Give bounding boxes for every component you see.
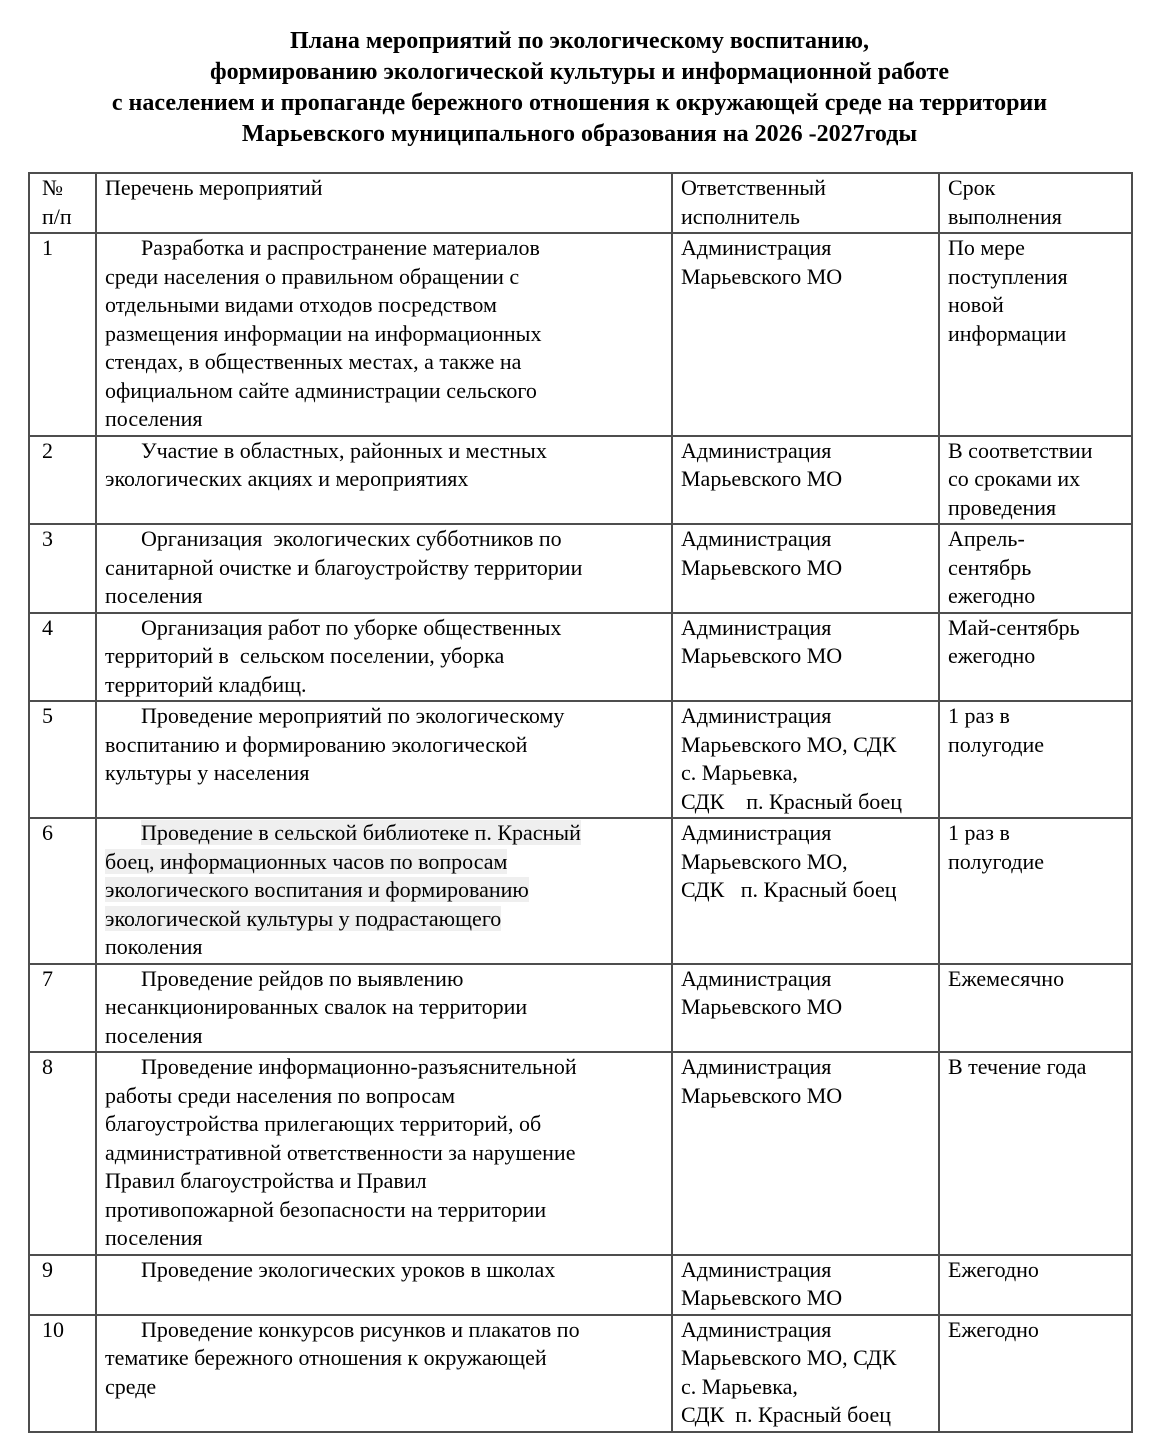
action-plan-table: № п/п Перечень мероприятий Ответственный…	[28, 172, 1133, 1433]
activity-text: Проведение конкурсов рисунков и плакатов…	[105, 1316, 580, 1399]
term-cell: 1 раз в полугодие	[938, 700, 1133, 819]
row-number-cell: 10	[28, 1313, 97, 1433]
activity-text: Проведение экологических уроков в школах	[141, 1256, 556, 1282]
activity-text: Организация экологических субботников по…	[105, 526, 583, 608]
table-row: 5 Проведение мероприятий по экологическом…	[28, 700, 1133, 819]
table-body: 1 Разработка и распространение материалов…	[28, 232, 1133, 1433]
header-term: Срок выполнения	[938, 172, 1133, 234]
activity-cell: Разработка и распространение материалов …	[95, 232, 673, 437]
table-row: 6 Проведение в сельской библиотеке п. Кра…	[28, 817, 1133, 965]
activity-text: Участие в областных, районных и местных …	[105, 437, 547, 492]
term-cell: В течение года	[938, 1051, 1133, 1256]
activity-cell: Проведение конкурсов рисунков и плакатов…	[95, 1313, 673, 1433]
table-row: 3 Организация экологических субботников п…	[28, 523, 1133, 614]
term-cell: Май-сентябрь ежегодно	[938, 611, 1133, 702]
row-number-cell: 5	[28, 700, 97, 819]
title-line-3: с населением и пропаганде бережного отно…	[111, 90, 1048, 116]
term-cell: В соответствии со сроками их проведения	[938, 434, 1133, 525]
row-number-cell: 4	[28, 611, 97, 702]
title-line-4: Марьевского муниципального образования н…	[241, 121, 918, 147]
row-number-cell: 2	[28, 434, 97, 525]
row-number-cell: 1	[28, 232, 97, 437]
activity-cell: Проведение экологических уроков в школах	[95, 1253, 673, 1316]
table-row: 9 Проведение экологических уроков в школа…	[28, 1253, 1133, 1316]
activity-text: Проведение мероприятий по экологическому…	[105, 703, 565, 785]
term-cell: 1 раз в полугодие	[938, 817, 1133, 965]
row-number-cell: 3	[28, 523, 97, 614]
term-cell: Ежегодно	[938, 1253, 1133, 1316]
executor-cell: Администрация Марьевского МО, СДК п. Кра…	[671, 817, 940, 965]
executor-cell: Администрация Марьевского МО	[671, 962, 940, 1053]
row-number-cell: 8	[28, 1051, 97, 1256]
executor-cell: Администрация Марьевского МО	[671, 232, 940, 437]
term-cell: Ежемесячно	[938, 962, 1133, 1053]
header-activity: Перечень мероприятий	[95, 172, 673, 234]
activity-cell: Участие в областных, районных и местных …	[95, 434, 673, 525]
table-row: 2 Участие в областных, районных и местных…	[28, 434, 1133, 525]
header-executor: Ответственный исполнитель	[671, 172, 940, 234]
activity-text: поколения	[105, 934, 203, 959]
document-title: Плана мероприятий по экологическому восп…	[28, 26, 1131, 150]
term-cell: По мере поступления новой информации	[938, 232, 1133, 437]
table-row: 1 Разработка и распространение материалов…	[28, 232, 1133, 437]
activity-cell: Проведение рейдов по выявлению несанкцио…	[95, 962, 673, 1053]
activity-cell: Организация работ по уборке общественных…	[95, 611, 673, 702]
table-row: 4 Организация работ по уборке общественны…	[28, 611, 1133, 702]
activity-text: Разработка и распространение материалов …	[105, 235, 542, 431]
term-cell: Ежегодно	[938, 1313, 1133, 1433]
row-number-cell: 9	[28, 1253, 97, 1316]
title-line-2: формированию экологической культуры и ин…	[210, 59, 949, 85]
executor-cell: Администрация Марьевского МО	[671, 434, 940, 525]
activity-text: Проведение рейдов по выявлению несанкцио…	[105, 965, 528, 1048]
term-cell: Апрель- сентябрь ежегодно	[938, 523, 1133, 614]
activity-text: Проведение информационно-разъяснительной…	[105, 1054, 577, 1250]
header-row: № п/п Перечень мероприятий Ответственный…	[28, 172, 1133, 234]
executor-cell: Администрация Марьевского МО	[671, 1253, 940, 1316]
executor-cell: Администрация Марьевского МО, СДК с. Мар…	[671, 1313, 940, 1433]
table-row: 10 Проведение конкурсов рисунков и плакат…	[28, 1313, 1133, 1433]
row-number-cell: 7	[28, 962, 97, 1053]
executor-cell: Администрация Марьевского МО	[671, 1051, 940, 1256]
activity-text: Организация работ по уборке общественных…	[105, 614, 562, 697]
activity-cell: Проведение информационно-разъяснительной…	[95, 1051, 673, 1256]
table-header: № п/п Перечень мероприятий Ответственный…	[28, 172, 1133, 234]
executor-cell: Администрация Марьевского МО, СДК с. Мар…	[671, 700, 940, 819]
activity-cell: Организация экологических субботников по…	[95, 523, 673, 614]
table-row: 7 Проведение рейдов по выявлению несанкци…	[28, 962, 1133, 1053]
table-row: 8 Проведение информационно-разъяснительно…	[28, 1051, 1133, 1256]
activity-cell: Проведение мероприятий по экологическому…	[95, 700, 673, 819]
executor-cell: Администрация Марьевского МО	[671, 523, 940, 614]
row-number-cell: 6	[28, 817, 97, 965]
activity-cell: Проведение в сельской библиотеке п. Крас…	[95, 817, 673, 965]
header-number: № п/п	[28, 172, 97, 234]
title-line-1: Плана мероприятий по экологическому восп…	[289, 28, 870, 54]
executor-cell: Администрация Марьевского МО	[671, 611, 940, 702]
highlighted-activity-text: Проведение в сельской библиотеке п. Крас…	[105, 820, 581, 931]
